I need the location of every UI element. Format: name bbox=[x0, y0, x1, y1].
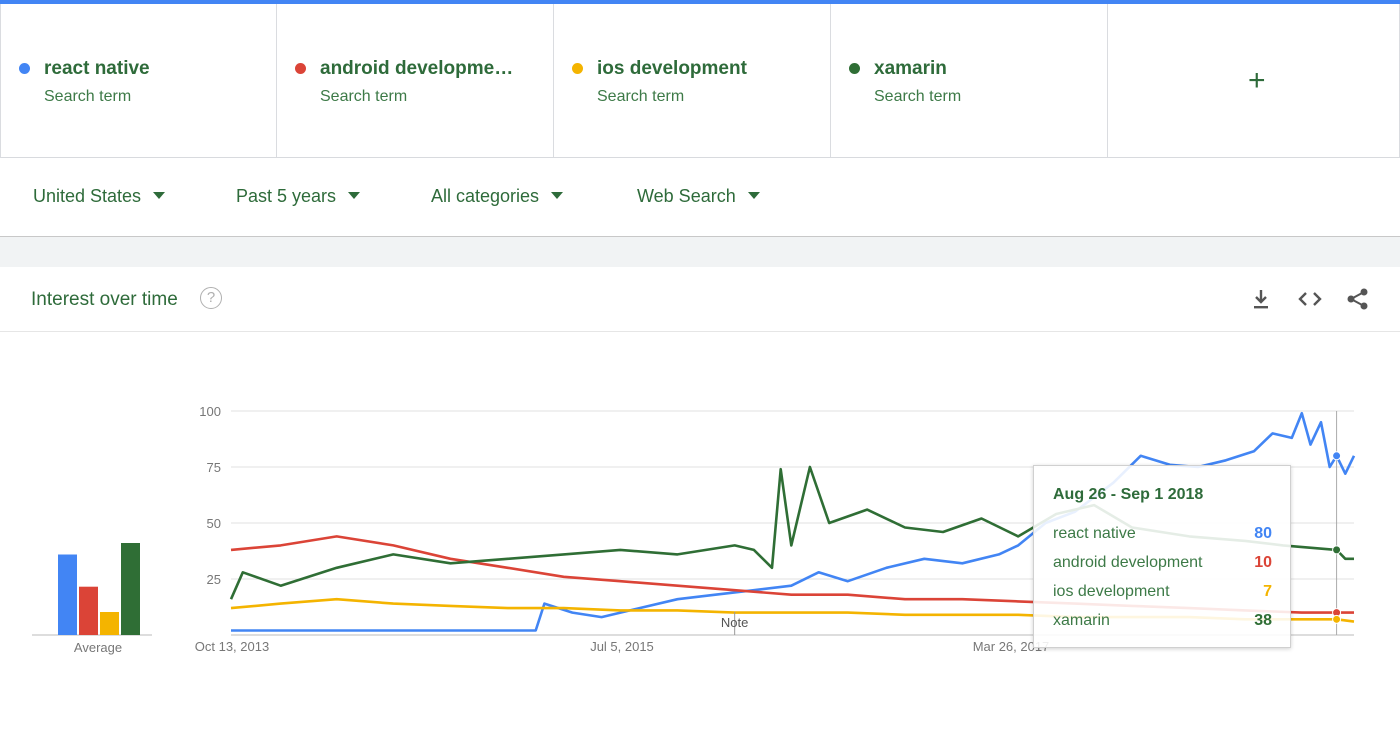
help-icon[interactable]: ? bbox=[200, 287, 222, 309]
search-term-card[interactable]: xamarin Search term bbox=[831, 4, 1108, 157]
tooltip-row: ios development 7 bbox=[1053, 583, 1272, 601]
x-tick-label: Oct 13, 2013 bbox=[195, 639, 269, 654]
tooltip-label: xamarin bbox=[1053, 612, 1110, 629]
category-dropdown[interactable]: All categories bbox=[431, 186, 564, 207]
tooltip-value: 80 bbox=[1254, 525, 1272, 542]
y-tick-label: 100 bbox=[199, 404, 221, 419]
search-term-card[interactable]: ios development Search term bbox=[554, 4, 831, 157]
average-bar-react-native bbox=[58, 554, 77, 635]
y-tick-label: 25 bbox=[207, 572, 221, 587]
download-icon[interactable] bbox=[1247, 285, 1275, 313]
search-type-dropdown-label: Web Search bbox=[637, 186, 736, 206]
average-bar-android-development bbox=[79, 586, 98, 635]
caret-down-icon bbox=[747, 191, 760, 199]
region-dropdown[interactable]: United States bbox=[33, 186, 166, 207]
series-color-dot bbox=[572, 63, 583, 74]
average-bar-xamarin bbox=[121, 543, 140, 635]
series-color-dot bbox=[849, 63, 860, 74]
top-accent-bar bbox=[0, 0, 1400, 4]
section-gap bbox=[0, 237, 1400, 267]
tooltip-date: Aug 26 - Sep 1 2018 bbox=[1053, 486, 1204, 503]
tooltip-row: android development 10 bbox=[1053, 554, 1272, 572]
card-title: Interest over time bbox=[31, 289, 178, 310]
download-icon-glyph bbox=[1254, 290, 1268, 309]
search-term-name: react native bbox=[44, 58, 150, 79]
tooltip-value: 38 bbox=[1254, 612, 1272, 629]
search-term-type: Search term bbox=[597, 88, 685, 105]
search-term-type: Search term bbox=[44, 88, 132, 105]
tooltip-value: 10 bbox=[1254, 554, 1272, 571]
series-color-dot bbox=[19, 63, 30, 74]
search-term-name: xamarin bbox=[874, 58, 947, 79]
average-label: Average bbox=[74, 640, 122, 655]
x-tick-label: Mar 26, 2017 bbox=[973, 639, 1050, 654]
filters-bar: United States Past 5 years All categorie… bbox=[0, 158, 1400, 237]
search-terms-bar: react native Search term android develop… bbox=[0, 4, 1400, 158]
x-tick-label: Jul 5, 2015 bbox=[590, 639, 654, 654]
caret-down-icon bbox=[153, 191, 166, 199]
hover-point bbox=[1332, 545, 1342, 555]
embed-code-icon[interactable] bbox=[1296, 285, 1324, 313]
region-dropdown-label: United States bbox=[33, 186, 142, 206]
y-tick-label: 75 bbox=[207, 460, 221, 475]
search-term-card[interactable]: android developme… Search term bbox=[277, 4, 554, 157]
caret-down-icon bbox=[551, 191, 564, 199]
search-term-name: ios development bbox=[597, 58, 747, 79]
search-term-card[interactable]: react native Search term bbox=[0, 4, 277, 157]
note-label: Note bbox=[721, 615, 748, 630]
tooltip-row: react native 80 bbox=[1053, 525, 1272, 543]
tooltip-row: xamarin 38 bbox=[1053, 612, 1272, 630]
caret-down-icon bbox=[348, 191, 361, 199]
tooltip-label: ios development bbox=[1053, 583, 1170, 600]
search-term-type: Search term bbox=[874, 88, 962, 105]
category-dropdown-label: All categories bbox=[431, 186, 540, 206]
time-range-dropdown[interactable]: Past 5 years bbox=[236, 186, 361, 207]
tooltip-value: 7 bbox=[1263, 583, 1272, 600]
share-icon-glyph bbox=[1347, 288, 1368, 310]
card-header: Interest over time ? bbox=[0, 267, 1400, 332]
series-color-dot bbox=[295, 63, 306, 74]
hover-point bbox=[1332, 451, 1342, 461]
tooltip-label: react native bbox=[1053, 525, 1136, 542]
share-icon[interactable] bbox=[1344, 285, 1372, 313]
series-line-react-native bbox=[231, 411, 1356, 632]
hover-point bbox=[1332, 614, 1342, 624]
search-term-name: android developme… bbox=[320, 58, 514, 79]
search-type-dropdown[interactable]: Web Search bbox=[637, 186, 760, 207]
plus-icon[interactable]: + bbox=[1248, 64, 1266, 97]
search-term-type: Search term bbox=[320, 88, 408, 105]
chart-tooltip: Aug 26 - Sep 1 2018 react native 80 andr… bbox=[1033, 465, 1291, 648]
tooltip-label: android development bbox=[1053, 554, 1203, 571]
y-tick-label: 50 bbox=[207, 516, 221, 531]
embed-code-icon-glyph bbox=[1298, 292, 1322, 306]
time-range-dropdown-label: Past 5 years bbox=[236, 186, 337, 206]
average-bar-ios-development bbox=[100, 612, 119, 635]
